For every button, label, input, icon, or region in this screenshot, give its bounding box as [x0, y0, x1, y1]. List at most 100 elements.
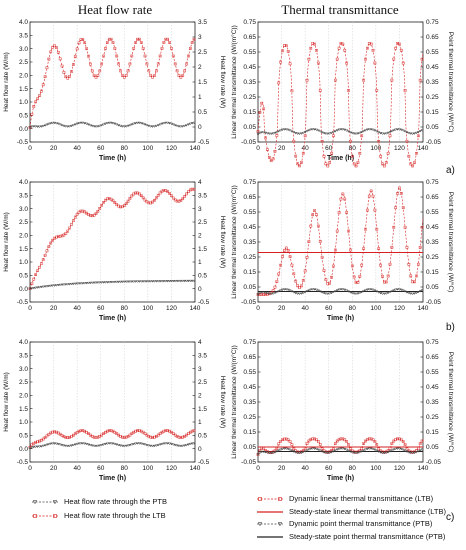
data-point	[303, 291, 307, 294]
data-point	[333, 290, 337, 293]
data-point	[89, 214, 92, 217]
data-point	[68, 435, 71, 439]
data-point	[113, 122, 117, 126]
data-point	[130, 54, 134, 58]
data-point	[170, 194, 173, 198]
data-point	[313, 209, 316, 212]
data-point	[349, 139, 352, 143]
data-point	[137, 442, 141, 445]
data-point	[56, 284, 60, 287]
data-point	[279, 439, 282, 443]
legend-swatch	[32, 514, 58, 518]
data-point	[185, 124, 189, 127]
y-tick-label: 2.5	[19, 59, 28, 66]
data-point	[122, 125, 126, 128]
data-point	[138, 37, 141, 41]
data-point	[103, 442, 107, 446]
data-point	[53, 442, 57, 445]
data-point	[330, 275, 333, 279]
data-point	[113, 430, 117, 434]
data-point	[183, 444, 187, 447]
data-point	[311, 42, 315, 45]
data-point	[343, 197, 347, 201]
series-markers	[256, 437, 424, 456]
data-point	[339, 437, 343, 441]
data-point	[73, 432, 77, 436]
data-point	[416, 262, 420, 266]
series-markers	[256, 42, 424, 168]
data-point	[343, 128, 347, 132]
data-point	[273, 291, 277, 295]
data-point	[364, 57, 367, 61]
data-point	[107, 37, 111, 41]
data-point	[288, 440, 292, 443]
data-point	[71, 124, 75, 127]
data-point	[94, 75, 98, 79]
data-point	[88, 124, 92, 127]
data-point	[120, 444, 124, 448]
data-point	[366, 46, 369, 50]
data-point	[103, 122, 107, 126]
data-point	[324, 278, 328, 281]
data-point	[54, 442, 58, 446]
data-point	[271, 289, 275, 293]
y2-axis-label: Point thermal transmittance (W/°C)	[447, 32, 455, 133]
y2-tick-label: 0.15	[426, 109, 439, 116]
data-point	[41, 258, 45, 261]
data-point	[260, 450, 264, 454]
data-point	[188, 188, 192, 192]
data-point	[320, 450, 324, 453]
data-point	[141, 47, 145, 50]
legend-thermal-transmittance: Dynamic linear thermal transmittance (LT…	[255, 494, 455, 550]
data-point	[294, 132, 298, 135]
y2-tick-label: 0.15	[426, 429, 439, 436]
data-point	[53, 284, 57, 287]
y-tick-label: 4.0	[19, 19, 28, 26]
data-point	[155, 69, 158, 73]
data-point	[34, 286, 38, 290]
data-point	[356, 280, 360, 284]
y-tick-label: 2.0	[19, 233, 28, 240]
data-point	[283, 44, 286, 47]
data-point	[47, 245, 51, 248]
data-point	[277, 442, 281, 446]
data-point	[409, 292, 413, 296]
data-point	[347, 89, 350, 92]
data-point	[126, 69, 130, 73]
data-point	[388, 262, 392, 266]
data-point	[384, 161, 388, 164]
data-point	[39, 89, 43, 93]
x-tick-label: 100	[370, 305, 381, 312]
data-point	[38, 439, 41, 443]
data-point	[173, 124, 177, 127]
data-point	[188, 279, 192, 283]
x-tick-label: 80	[349, 145, 357, 152]
data-point	[73, 443, 77, 446]
data-point	[55, 430, 58, 434]
legend-label: Steady-state linear thermal transmittanc…	[289, 506, 447, 516]
data-point	[416, 450, 420, 453]
data-point	[166, 121, 170, 125]
x-tick-label: 40	[302, 305, 310, 312]
y2-tick-label: 0.75	[426, 19, 439, 26]
data-point	[390, 78, 394, 82]
x-axis-label: Time (h)	[327, 475, 354, 482]
data-point	[56, 51, 60, 54]
y2-tick-label: 2	[198, 233, 202, 240]
data-point	[394, 46, 397, 50]
data-point	[362, 78, 365, 82]
data-point	[34, 441, 37, 444]
data-point	[113, 442, 117, 446]
data-point	[79, 121, 83, 125]
data-point	[147, 434, 151, 438]
data-point	[177, 435, 181, 439]
data-point	[100, 433, 103, 437]
data-point	[354, 164, 358, 168]
data-point	[96, 209, 100, 213]
data-point	[105, 281, 109, 284]
data-point	[413, 451, 417, 455]
y2-axis-label: Point thermal transmittance (W/°C)	[447, 352, 455, 453]
y2-tick-label: 0	[198, 286, 202, 293]
data-point	[98, 124, 102, 128]
data-point	[30, 443, 34, 447]
